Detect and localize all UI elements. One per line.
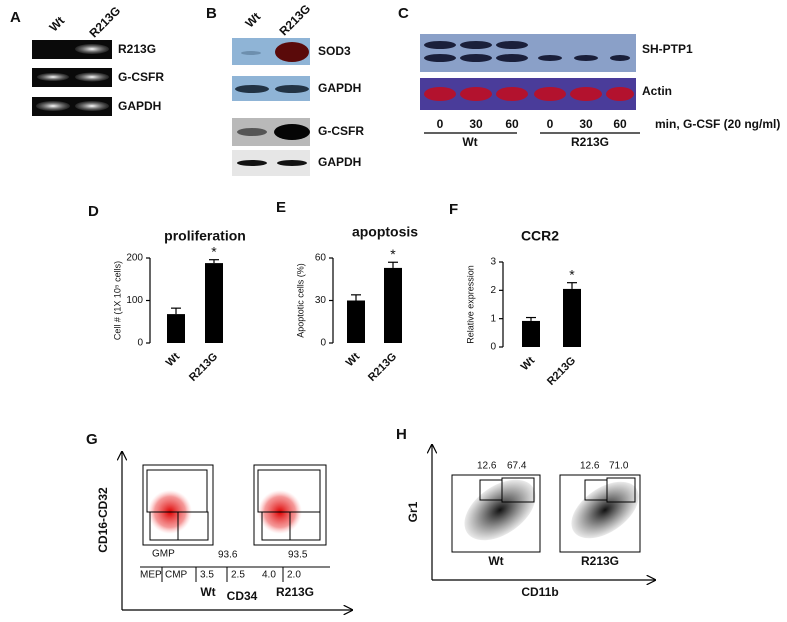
- group-label: R213G: [571, 135, 609, 149]
- treatment-label: min, G-CSF (20 ng/ml): [655, 117, 780, 131]
- time-label: 0: [437, 117, 444, 131]
- row-label: GAPDH: [118, 99, 161, 113]
- chart-title: proliferation: [164, 228, 246, 244]
- panel-label: G: [86, 431, 98, 448]
- x-axis-label: CD34: [227, 589, 258, 603]
- bar: [205, 263, 223, 343]
- column-label: R213G: [86, 4, 123, 41]
- annotation: *: [211, 243, 217, 259]
- gate-value: 4.0: [262, 570, 276, 581]
- x-axis-label: CD11b: [521, 585, 558, 599]
- sample-label: R213G: [581, 554, 619, 568]
- chart-title: CCR2: [521, 228, 559, 244]
- time-label: 60: [613, 117, 627, 131]
- sample-label: Wt: [200, 585, 215, 599]
- error-bar: [209, 259, 219, 264]
- flow-axes: [122, 452, 352, 610]
- gate-label: GMP: [152, 549, 175, 560]
- row-label: SH-PTP1: [642, 42, 693, 56]
- error-bar: [171, 307, 181, 315]
- y-tick-label: 0: [320, 338, 326, 349]
- bar: [522, 320, 540, 347]
- x-tick-label: R213G: [545, 355, 578, 388]
- row-label: SOD3: [318, 44, 351, 58]
- group-label: Wt: [462, 135, 477, 149]
- error-bar: [388, 261, 398, 268]
- annotation: *: [390, 246, 396, 262]
- x-tick-label: R213G: [366, 351, 399, 384]
- time-label: 30: [579, 117, 593, 131]
- flow-axes: [432, 445, 655, 580]
- column-label: Wt: [242, 10, 263, 31]
- y-axis-label: Relative expression: [465, 265, 475, 344]
- gate-value: 12.6: [477, 461, 497, 472]
- error-bar: [351, 294, 361, 301]
- y-tick-label: 3: [490, 257, 496, 268]
- panel-label: D: [88, 203, 99, 220]
- y-tick-label: 2: [490, 285, 496, 296]
- flow-plot: [140, 464, 330, 582]
- gate-value: 2.0: [287, 570, 301, 581]
- x-tick-label: Wt: [519, 354, 538, 373]
- flow-plot: [451, 474, 641, 553]
- panel-label: E: [276, 199, 286, 216]
- row-label: G-CSFR: [118, 70, 164, 84]
- gate-label: CMP: [165, 570, 188, 581]
- gate-value: 71.0: [609, 461, 629, 472]
- row-label: G-CSFR: [318, 124, 364, 138]
- time-label: 30: [469, 117, 483, 131]
- gate-value: 67.4: [507, 461, 527, 472]
- y-tick-label: 60: [315, 253, 327, 264]
- time-label: 0: [547, 117, 554, 131]
- y-axis-label: Apoptotic cells (%): [295, 263, 305, 338]
- bar: [347, 300, 365, 343]
- gate-value: 12.6: [580, 461, 600, 472]
- x-tick-label: Wt: [344, 350, 363, 369]
- panel-label: F: [449, 201, 458, 218]
- error-bar: [567, 282, 577, 289]
- gate-value: 93.5: [288, 550, 308, 561]
- sample-label: R213G: [276, 585, 314, 599]
- blot: [420, 34, 640, 134]
- row-label: GAPDH: [318, 155, 361, 169]
- chart-title: apoptosis: [352, 224, 418, 240]
- y-axis-label: Gr1: [406, 501, 420, 522]
- annotation: *: [569, 266, 575, 282]
- y-tick-label: 0: [490, 342, 496, 353]
- row-label: R213G: [118, 42, 156, 56]
- panel-label: A: [10, 9, 21, 26]
- sample-label: Wt: [488, 554, 503, 568]
- y-axis-label: Cell # (1X 10⁵ cells): [112, 261, 122, 340]
- y-tick-label: 1: [490, 313, 496, 324]
- gel: [32, 40, 112, 116]
- gate-value: 2.5: [231, 570, 245, 581]
- column-label: R213G: [276, 2, 313, 39]
- y-axis-label: CD16-CD32: [96, 487, 110, 553]
- x-tick-label: Wt: [164, 350, 183, 369]
- bar: [384, 267, 402, 343]
- blot: [232, 38, 310, 176]
- row-label: Actin: [642, 84, 672, 98]
- gate-value: 3.5: [200, 570, 214, 581]
- panel-label: H: [396, 426, 407, 443]
- panel-label: B: [206, 5, 217, 22]
- gate-value: 93.6: [218, 550, 238, 561]
- panel-label: C: [398, 5, 409, 22]
- time-label: 60: [505, 117, 519, 131]
- y-tick-label: 100: [126, 295, 143, 306]
- y-tick-label: 200: [126, 253, 143, 264]
- y-tick-label: 30: [315, 295, 327, 306]
- error-bar: [526, 316, 536, 321]
- row-label: GAPDH: [318, 81, 361, 95]
- column-label: Wt: [46, 14, 67, 35]
- gate-label: MEP: [140, 570, 162, 581]
- bar: [563, 288, 581, 347]
- x-tick-label: R213G: [187, 351, 220, 384]
- bar: [167, 314, 185, 343]
- y-tick-label: 0: [137, 338, 143, 349]
